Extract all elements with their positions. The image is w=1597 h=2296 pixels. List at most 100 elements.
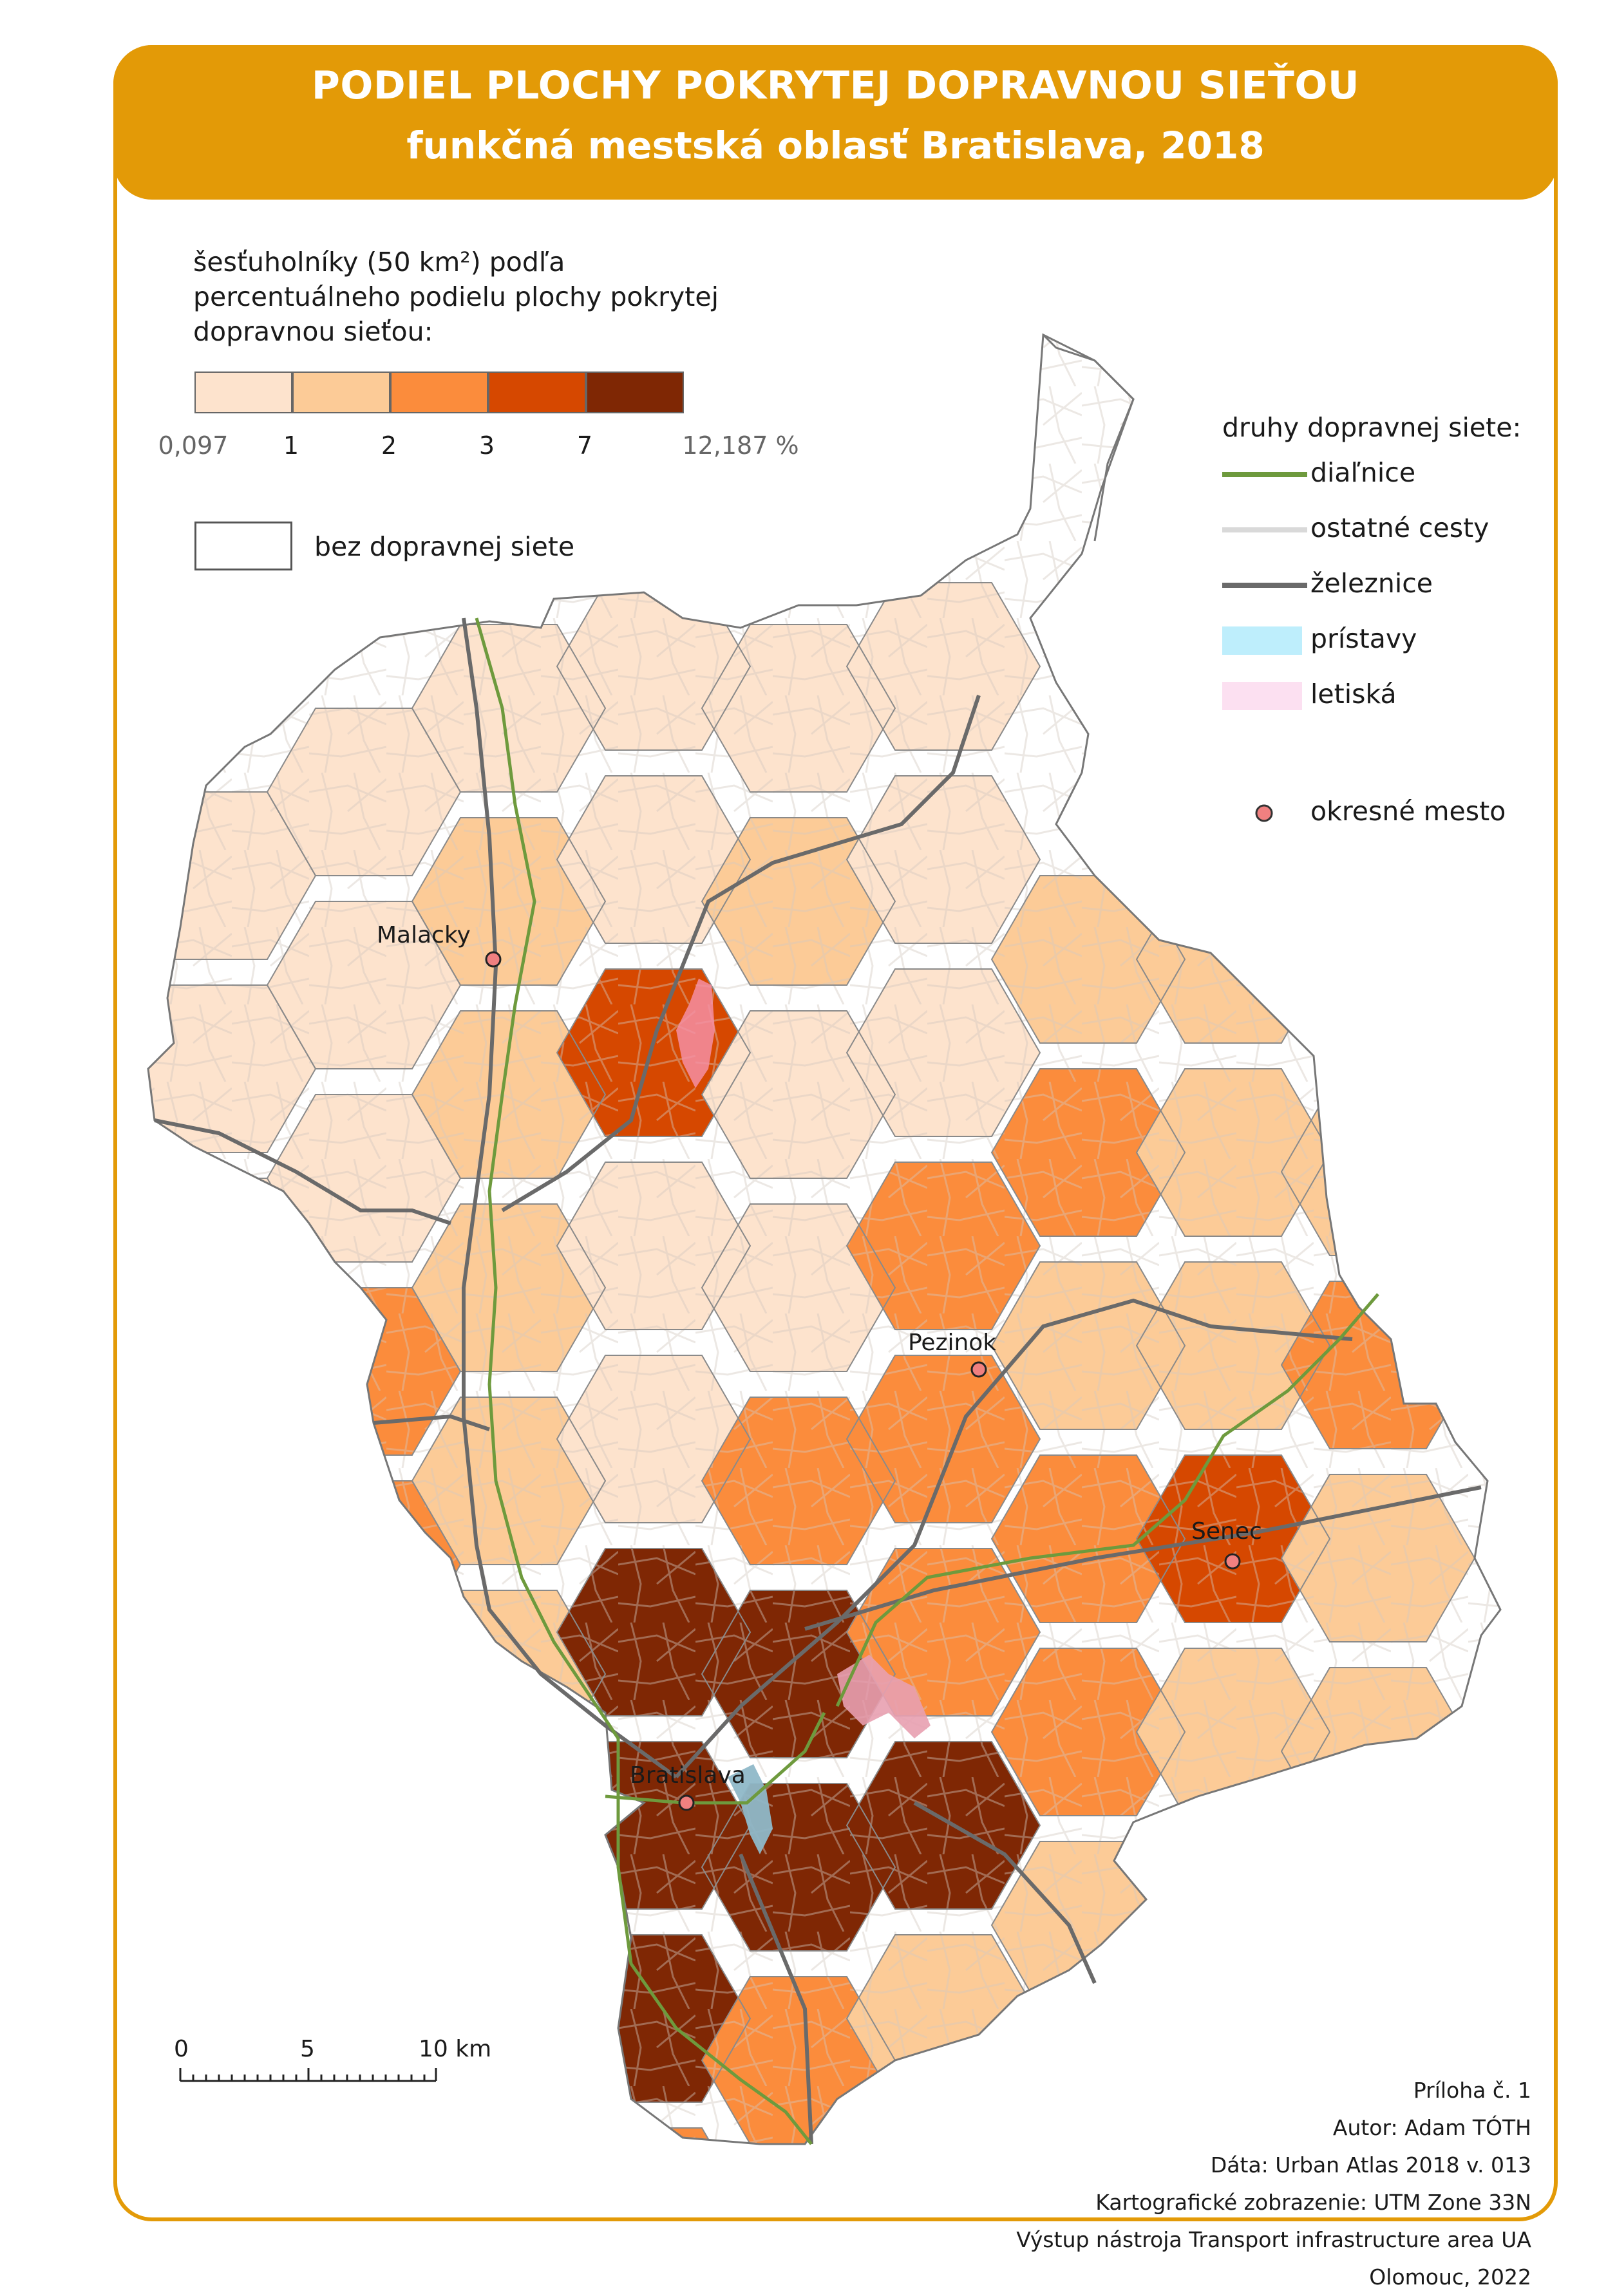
city-label: Senec: [1191, 1518, 1262, 1545]
legend-class-swatch: [390, 372, 488, 413]
district-town-point: [485, 951, 502, 968]
legend-swatch-5: [1255, 804, 1273, 822]
port-area: [728, 1764, 773, 1854]
scale-label-5: 5: [300, 2036, 315, 2062]
hexagon-outline: [990, 1454, 1186, 1623]
hexagon-outline: [701, 1397, 896, 1565]
district-town-point: [678, 1794, 695, 1811]
scale-label-0: 0: [174, 2036, 189, 2062]
hexagon-cell: [148, 1565, 316, 1732]
credit-line: Príloha č. 1: [1413, 2078, 1531, 2103]
legend-break-label: 3: [478, 431, 495, 460]
legend-break-label: 12,187 %: [682, 431, 799, 460]
hexagon-outline: [148, 1371, 317, 1539]
hexagon-cell: [148, 1371, 316, 1539]
railway-lines: [154, 617, 1482, 2145]
hexagon-outline: [990, 1068, 1186, 1237]
network-legend-heading: druhy dopravnej siete:: [1222, 412, 1522, 443]
network-legend-label: diaľnice: [1310, 457, 1416, 488]
title-banner: [113, 45, 1558, 200]
hexagon-outline: [556, 1162, 751, 1330]
legend-heading: šesťuholníky (50 km²) podľa percentuálne…: [193, 247, 719, 347]
hexagon-outline: [701, 1203, 896, 1372]
hexagon-outline: [411, 624, 607, 793]
hexagon-outline: [701, 1783, 896, 1952]
hexagon-outline: [701, 1590, 896, 1758]
network-legend-label: železnice: [1310, 568, 1433, 599]
no-data-label: bez dopravnej siete: [314, 531, 575, 562]
legend-class-swatch: [194, 372, 292, 413]
legend-break-label: 7: [576, 431, 593, 460]
network-legend-label: okresné mesto: [1310, 796, 1506, 827]
legend-break-label: 1: [283, 431, 299, 460]
scale-bar: [179, 2068, 437, 2082]
network-legend-label: letiská: [1310, 679, 1397, 710]
legend-class-swatch: [488, 372, 586, 413]
credit-line: Kartografické zobrazenie: UTM Zone 33N: [1095, 2190, 1531, 2215]
hexagon-outline: [148, 1178, 317, 1346]
city-label: Malacky: [377, 922, 471, 948]
hexagon-outline: [411, 1397, 607, 1565]
hexagon-outline: [846, 582, 1041, 751]
legend-swatch-4: [1222, 682, 1302, 710]
hexagon-outline: [1280, 1474, 1476, 1642]
hexagon-outline: [846, 1162, 1041, 1330]
map-subtitle: funkčná mestská oblasť Bratislava, 2018: [406, 124, 1265, 167]
hexagon-cell: [267, 1674, 460, 1841]
hexagon-outline: [846, 1741, 1041, 1910]
hexagon-outline: [701, 1976, 896, 2144]
district-town-point: [970, 1361, 987, 1378]
motorway-lines: [475, 617, 1379, 2145]
hexagon-outline: [556, 2127, 751, 2144]
network-legend-label: prístavy: [1310, 623, 1417, 654]
legend-break-label: 2: [381, 431, 397, 460]
hexagon-cell: [412, 1783, 605, 1951]
hexagon-outline: [990, 1261, 1186, 1430]
airport-area: [676, 979, 715, 1088]
no-data-area: [1042, 334, 1135, 541]
hexagon-outline: [556, 775, 751, 944]
hexagon-outline: [846, 968, 1041, 1137]
hexagon-cell: [847, 2128, 1040, 2144]
hexagon-outline: [556, 1548, 751, 1717]
legend-break-label: 0,097: [158, 431, 229, 460]
no-data-swatch: [194, 522, 292, 570]
hexagon-outline: [701, 817, 896, 986]
airport-area: [837, 1655, 931, 1738]
hexagon-cell: [1137, 1841, 1330, 2009]
hexagon-outline: [1135, 1454, 1331, 1623]
city-label: Pezinok: [908, 1330, 997, 1356]
network-legend-label: ostatné cesty: [1310, 513, 1489, 543]
hexagon-outline: [701, 624, 896, 793]
hexagon-outline: [148, 1564, 317, 1733]
legend-swatch-3: [1222, 626, 1302, 655]
credit-line: Olomouc, 2022: [1369, 2264, 1531, 2290]
credit-line: Dáta: Urban Atlas 2018 v. 013: [1210, 2152, 1531, 2178]
credit-line: Autor: Adam TÓTH: [1332, 2115, 1531, 2140]
map-title: PODIEL PLOCHY POKRYTEJ DOPRAVNOU SIEŤOU: [311, 63, 1360, 108]
hexagon-cell: [267, 1867, 460, 2035]
hexagon-outline: [990, 1648, 1186, 1816]
hexagon-outline: [1135, 1261, 1331, 1430]
city-label: Bratislava: [630, 1762, 746, 1789]
scale-label-10: 10 km: [419, 2036, 492, 2062]
credit-line: Výstup nástroja Transport infrastructure…: [1016, 2227, 1531, 2252]
hexagon-outline: [846, 1548, 1041, 1717]
hexagon-outline: [411, 817, 607, 986]
legend-class-swatch: [292, 372, 390, 413]
hexagon-outline: [556, 968, 751, 1137]
hexagon-outline: [411, 1203, 607, 1372]
hexagon-cell: [557, 2128, 750, 2144]
hexagon-outline: [846, 2127, 1041, 2144]
legend-class-swatch: [586, 372, 684, 413]
hexagon-outline: [266, 1673, 462, 1842]
district-town-point: [1224, 1553, 1241, 1570]
hexagon-outline: [1135, 1841, 1331, 2009]
hexagon-outline: [846, 1355, 1041, 1523]
hexagon-outline: [1135, 1068, 1331, 1237]
hexagon-outline: [846, 775, 1041, 944]
hexagon-outline: [701, 1010, 896, 1179]
hexagon-outline: [556, 1355, 751, 1523]
map-credits: Príloha č. 1 Autor: Adam TÓTH Dáta: Urban …: [1016, 2072, 1531, 2296]
